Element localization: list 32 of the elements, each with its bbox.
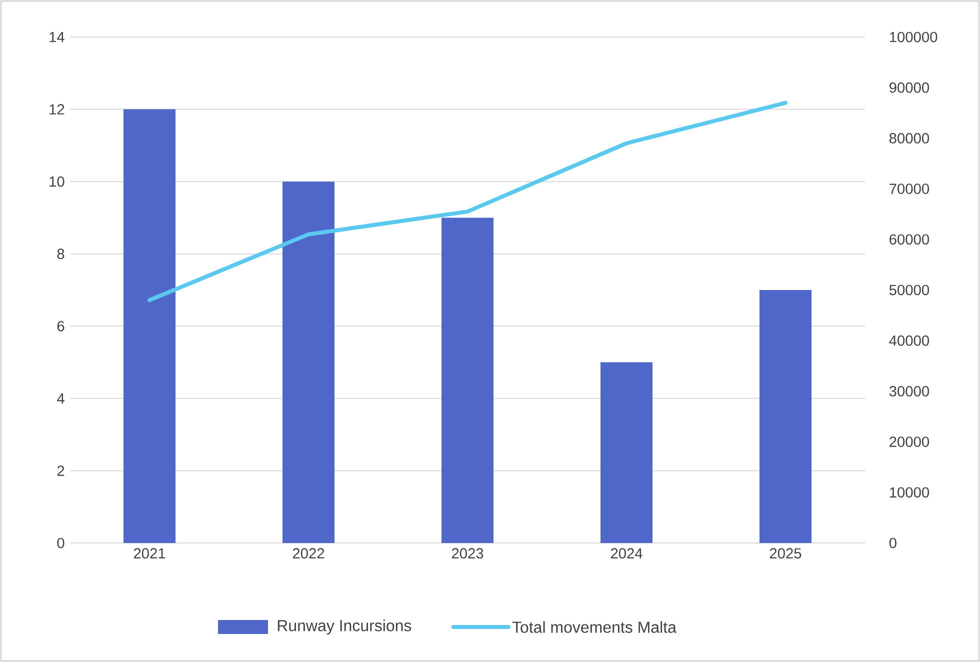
y2-tick-label: 90000 [890, 82, 930, 93]
bar [600, 362, 653, 543]
x-tick-label: 2022 [292, 548, 324, 559]
bar [760, 290, 812, 543]
y2-tick-label: 40000 [889, 335, 930, 346]
y2-tick-label: 0 [889, 538, 896, 548]
y2-tick-label: 50000 [889, 284, 930, 296]
y2-tick-label: 60000 [890, 234, 930, 245]
x-tick-label: 2025 [770, 548, 802, 559]
legend-label: Total movements Malta [512, 621, 676, 633]
y2-tick-label: 70000 [890, 184, 930, 194]
x-tick-label: 2023 [452, 548, 484, 559]
y-tick-label: 10 [50, 176, 64, 187]
bar [282, 182, 335, 543]
y2-tick-label: 30000 [889, 386, 930, 396]
y2-tick-label: 10000 [890, 487, 930, 498]
legend-label: Runway Incursions [278, 620, 412, 634]
y-tick-label: 4 [57, 393, 64, 404]
y-tick-label: 0 [57, 538, 64, 548]
bar [442, 218, 494, 543]
y-tick-label: 12 [50, 104, 64, 114]
y-tick-label: 8 [57, 248, 64, 260]
y-tick-label: 2 [57, 466, 64, 476]
line-series [148, 100, 788, 302]
y2-tick-label: 80000 [889, 133, 930, 144]
x-tick-label: 2021 [134, 548, 166, 559]
y2-tick-label: 100000 [890, 32, 938, 42]
y2-tick-label: 20000 [890, 436, 930, 447]
x-tick-label: 2024 [610, 548, 642, 559]
y-tick-label: 6 [57, 320, 64, 332]
y-tick-label: 14 [50, 32, 64, 42]
bar [124, 109, 176, 543]
